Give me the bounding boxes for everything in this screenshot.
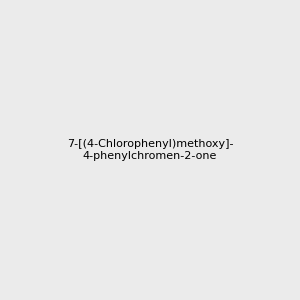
Text: 7-[(4-Chlorophenyl)methoxy]-
4-phenylchromen-2-one: 7-[(4-Chlorophenyl)methoxy]- 4-phenylchr… <box>67 139 233 161</box>
